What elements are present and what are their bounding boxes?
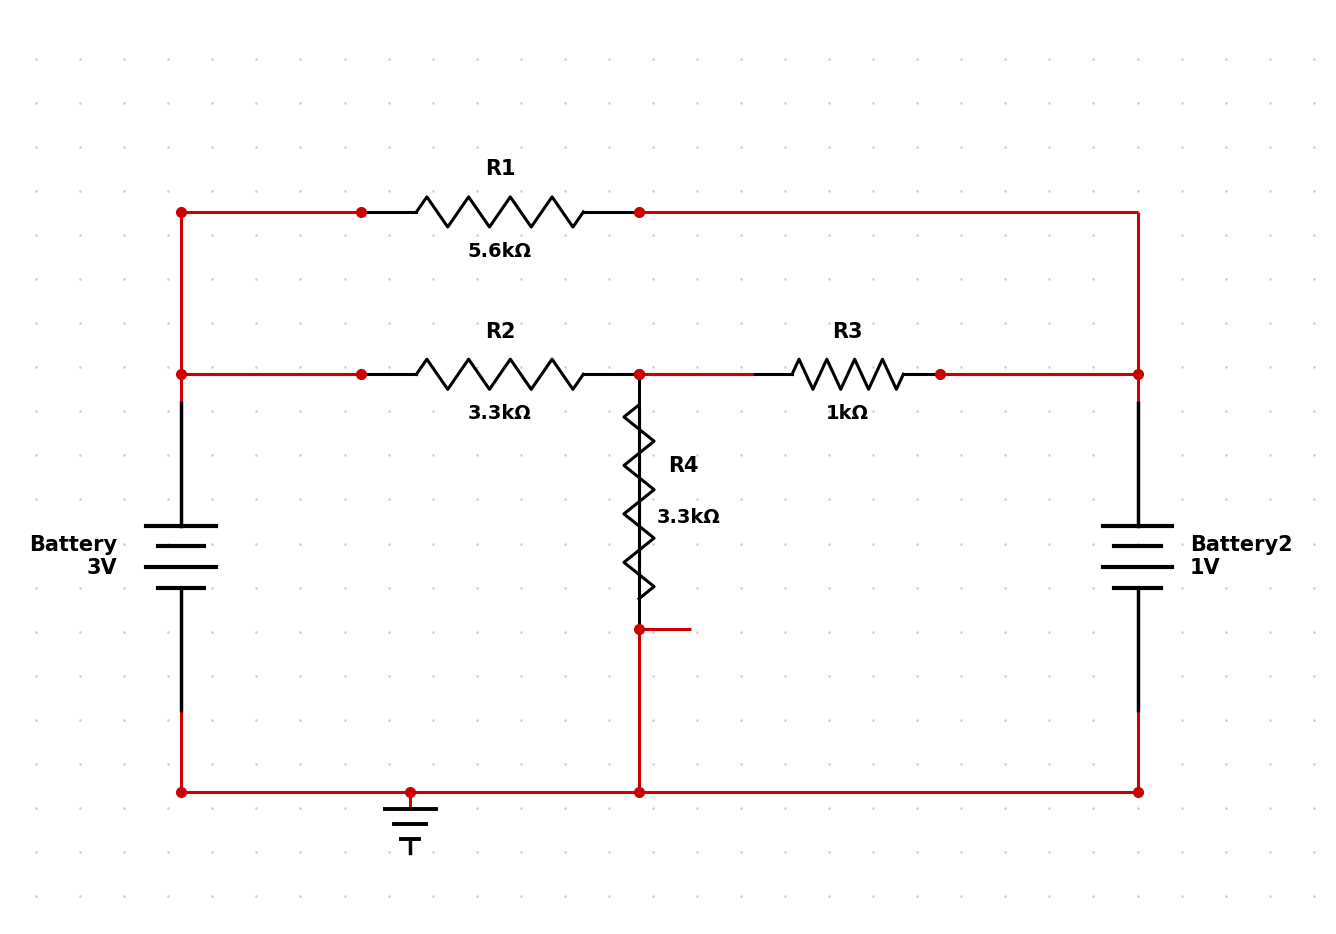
Text: 5.6kΩ: 5.6kΩ — [468, 242, 532, 262]
Text: 3.3kΩ: 3.3kΩ — [468, 404, 532, 423]
Text: 3.3kΩ: 3.3kΩ — [656, 507, 720, 527]
Text: R1: R1 — [485, 160, 516, 179]
Text: Battery2
1V: Battery2 1V — [1189, 535, 1292, 578]
Text: R2: R2 — [485, 322, 516, 342]
Text: R4: R4 — [668, 457, 699, 476]
Text: 1kΩ: 1kΩ — [826, 404, 870, 423]
Text: Battery
3V: Battery 3V — [29, 535, 118, 578]
Text: R3: R3 — [832, 322, 863, 342]
